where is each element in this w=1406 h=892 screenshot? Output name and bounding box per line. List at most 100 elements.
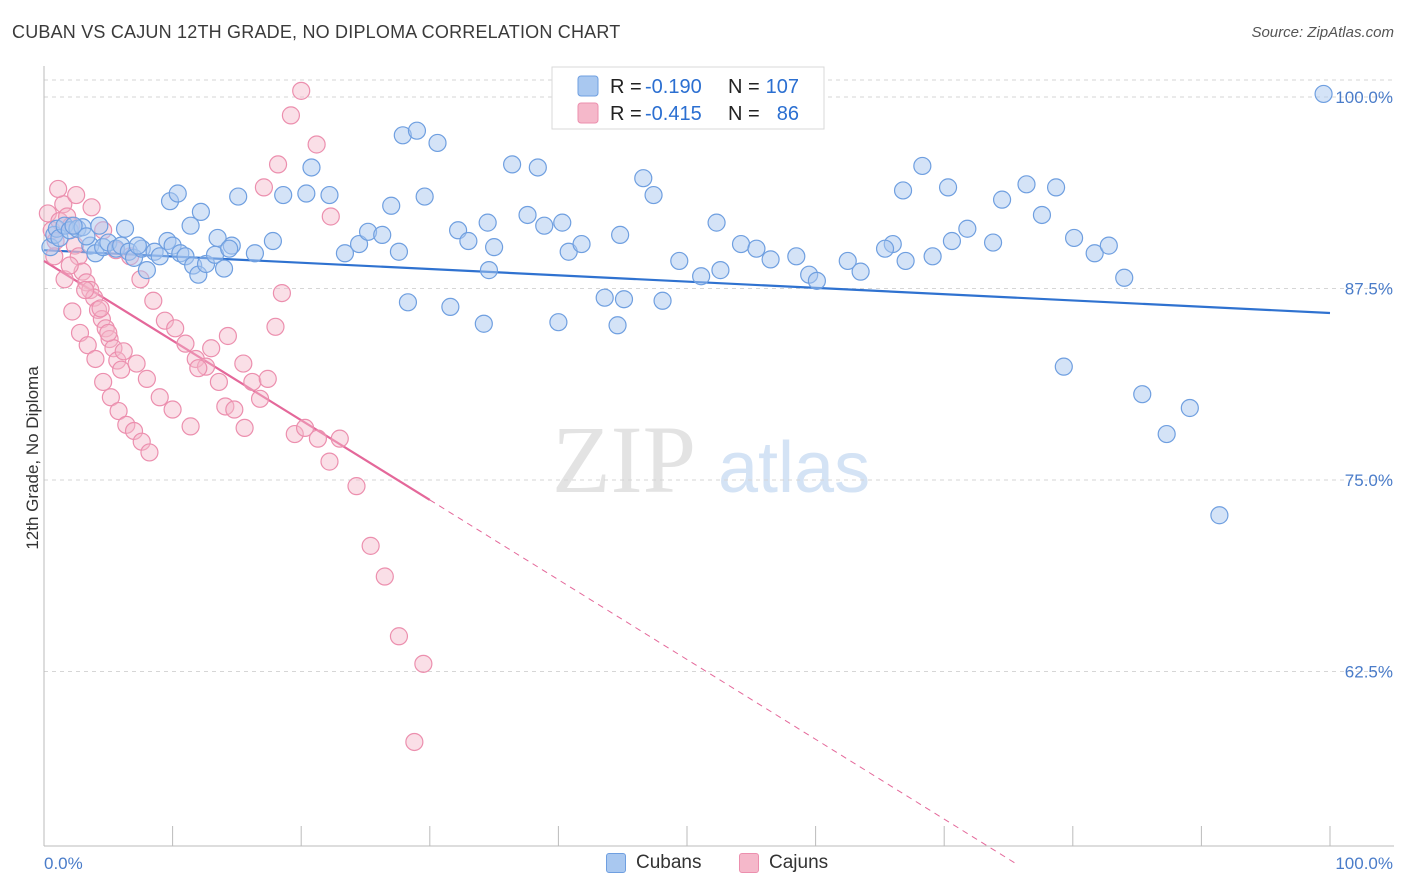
point-cajuns: [163, 400, 182, 419]
point-cajuns: [60, 256, 79, 275]
point-cubans: [168, 184, 187, 203]
point-cajuns: [218, 326, 237, 346]
point-cubans: [128, 236, 147, 255]
point-cubans: [1115, 268, 1134, 287]
y-tick-label: 75.0%: [1345, 471, 1393, 490]
legend-swatch-cajuns: [577, 102, 599, 124]
legend-n-label-cajuns: N =: [728, 103, 760, 125]
point-cajuns: [127, 354, 146, 373]
point-cubans: [441, 297, 460, 316]
point-cubans: [64, 216, 83, 235]
legend-r-label-cajuns: R =: [610, 103, 642, 125]
point-cubans: [1046, 178, 1066, 197]
point-cajuns: [55, 270, 74, 289]
point-cubans: [893, 181, 913, 200]
point-cajuns: [292, 81, 311, 100]
point-cubans: [1157, 424, 1176, 444]
point-cajuns: [347, 477, 366, 496]
point-cubans: [1064, 228, 1084, 248]
point-cubans: [992, 190, 1012, 209]
tick-labels: 100.0% 87.5% 75.0% 62.5% 0.0% 100.0%: [44, 88, 1393, 873]
point-cubans: [1180, 398, 1199, 418]
point-cubans: [389, 242, 409, 261]
point-cajuns: [67, 185, 86, 205]
point-cubans: [191, 202, 210, 221]
point-cubans: [896, 251, 915, 271]
point-cubans: [731, 234, 751, 254]
legend-label-cajuns: Cajuns: [769, 852, 829, 873]
watermark-atlas: atlas: [718, 428, 870, 508]
point-cajuns: [285, 424, 304, 444]
point-cubans: [274, 185, 293, 205]
point-cajuns: [100, 329, 119, 349]
point-cubans: [595, 288, 614, 307]
point-cajuns: [281, 106, 301, 125]
point-cubans: [485, 238, 504, 257]
point-cubans: [302, 158, 321, 177]
point-cubans: [297, 184, 316, 203]
point-cubans: [923, 247, 942, 266]
legend-r-value-cubans: -0.190: [645, 76, 702, 98]
point-cajuns: [254, 178, 274, 197]
legend-n-value-cajuns: 86: [777, 103, 799, 125]
point-cubans: [549, 313, 568, 332]
point-cajuns: [375, 567, 394, 586]
point-cajuns: [176, 334, 195, 353]
point-cubans: [459, 231, 478, 251]
point-cubans: [349, 234, 369, 254]
point-cajuns: [235, 418, 254, 438]
point-cubans: [428, 133, 447, 153]
point-cubans: [614, 290, 634, 309]
point-cubans: [653, 291, 672, 310]
point-cubans: [90, 216, 109, 235]
point-cubans: [1017, 175, 1036, 194]
point-cajuns: [99, 323, 118, 343]
point-cajuns: [112, 360, 131, 379]
point-cubans: [747, 239, 766, 258]
point-cajuns: [91, 299, 110, 318]
point-cubans: [77, 227, 96, 246]
point-cajuns: [308, 429, 328, 448]
point-cajuns: [307, 135, 326, 154]
point-cubans: [644, 185, 663, 205]
point-cubans: [535, 216, 554, 235]
point-cajuns: [108, 351, 127, 370]
y-tick-label: 100.0%: [1335, 88, 1393, 107]
point-cajuns: [202, 339, 221, 358]
point-cubans: [181, 216, 200, 235]
point-cubans: [263, 231, 283, 251]
point-cubans: [382, 196, 401, 215]
point-cubans: [787, 247, 806, 266]
legend-swatch-cubans-bottom: [606, 853, 626, 873]
point-cubans: [692, 267, 711, 286]
trend-extension-cajuns: [429, 499, 1016, 864]
point-cubans: [373, 225, 392, 244]
point-cajuns: [330, 429, 349, 448]
legend-r-label-cubans: R =: [610, 76, 642, 98]
point-cubans: [938, 178, 958, 197]
point-cajuns: [361, 536, 380, 555]
bottom-legend: Cubans Cajuns: [0, 850, 1406, 880]
point-cajuns: [414, 654, 433, 673]
point-cubans: [553, 213, 572, 232]
point-cubans: [245, 244, 265, 263]
point-cubans: [608, 316, 627, 335]
point-cubans: [1054, 357, 1073, 376]
legend-item-cubans: Cubans: [606, 852, 702, 874]
point-cajuns: [266, 317, 285, 336]
point-cubans: [415, 187, 434, 206]
point-cajuns: [272, 283, 292, 303]
y-tick-label: 62.5%: [1345, 663, 1393, 682]
y-tick-label: 87.5%: [1345, 280, 1393, 299]
point-cubans: [137, 261, 156, 280]
point-cubans: [478, 213, 497, 232]
point-cajuns: [209, 372, 228, 392]
legend-n-label-cubans: N =: [728, 76, 760, 98]
legend-r-value-cajuns: -0.415: [645, 103, 702, 125]
point-cubans: [761, 250, 780, 269]
point-cubans: [474, 314, 493, 333]
point-cubans: [983, 233, 1003, 252]
point-cajuns: [150, 388, 169, 407]
point-cubans: [711, 261, 730, 280]
